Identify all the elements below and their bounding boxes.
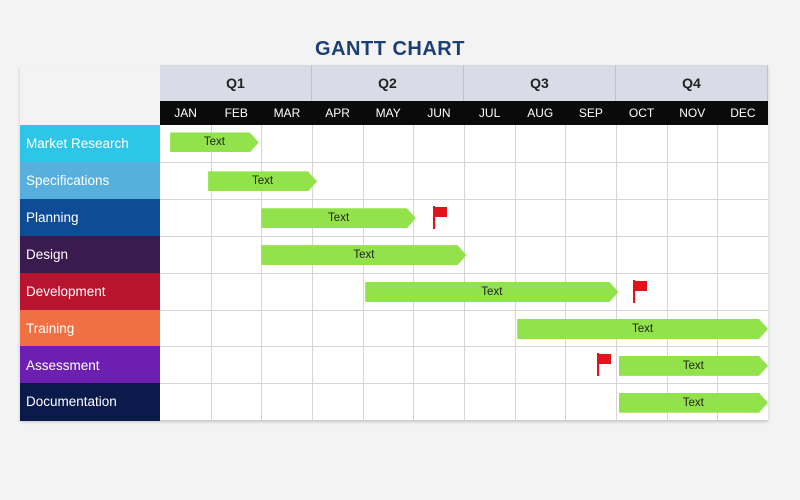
task-bar: Text (619, 393, 768, 413)
month-feb: FEB (210, 101, 262, 125)
month-may: MAY (362, 101, 414, 125)
quarter-q3: Q3 (464, 65, 616, 101)
grid-line (565, 125, 567, 420)
grid-line (616, 125, 617, 420)
quarter-q1: Q1 (160, 65, 312, 101)
grid-line (514, 125, 516, 420)
task-bar: Text (261, 245, 466, 265)
gantt-chart: Q1 Q2 Q3 Q4 JAN FEB MAR APR MAY JUN JUL AUG SEP OCT N… (20, 65, 769, 421)
month-dec: DEC (717, 101, 769, 125)
month-apr: APR (312, 101, 364, 125)
grid-line (312, 125, 313, 420)
grid-line (160, 309, 768, 311)
month-nov: NOV (666, 101, 718, 125)
task-label-design: Design (20, 235, 160, 274)
month-aug: AUG (514, 101, 566, 125)
grid-line (160, 161, 768, 163)
task-label-planning: Planning (20, 198, 160, 237)
grid-line (160, 383, 768, 385)
grid-line (261, 125, 263, 420)
task-bar: Text (517, 319, 768, 339)
month-mar: MAR (261, 101, 313, 125)
grid-line (362, 125, 364, 420)
task-label-assessment: Assessment (20, 346, 160, 384)
task-bar: Text (208, 171, 317, 191)
grid-line (160, 235, 768, 237)
grid-line (210, 125, 212, 420)
quarter-q2: Q2 (312, 65, 464, 101)
month-sep: SEP (565, 101, 617, 125)
task-label-training: Training (20, 309, 160, 347)
chart-title: GANTT CHART (315, 38, 465, 60)
task-label-documentation: Documentation (20, 383, 160, 421)
month-jul: JUL (464, 101, 516, 125)
task-bar: Text (261, 208, 416, 228)
task-bar: Text (170, 132, 259, 152)
grid-line (160, 346, 768, 348)
task-label-development: Development (20, 272, 160, 310)
grid-line (160, 198, 768, 200)
month-jun: JUN (413, 101, 465, 125)
milestone-flag-icon (432, 205, 447, 229)
quarter-q4: Q4 (616, 65, 768, 101)
grid-line (717, 125, 719, 420)
task-label-specifications: Specifications (20, 161, 160, 200)
grid-line (413, 125, 415, 420)
grid-line (160, 272, 768, 274)
task-label-market-research: Market Research (20, 125, 160, 163)
task-bar: Text (619, 356, 768, 376)
grid-line (666, 125, 668, 420)
timeline-grid: Text Text Text Text Text Text Text Text (160, 125, 768, 420)
grid-line (464, 125, 465, 420)
milestone-flag-icon (597, 353, 612, 377)
month-oct: OCT (616, 101, 668, 125)
milestone-flag-icon (632, 279, 647, 303)
task-bar: Text (365, 282, 618, 302)
month-jan: JAN (160, 101, 212, 125)
